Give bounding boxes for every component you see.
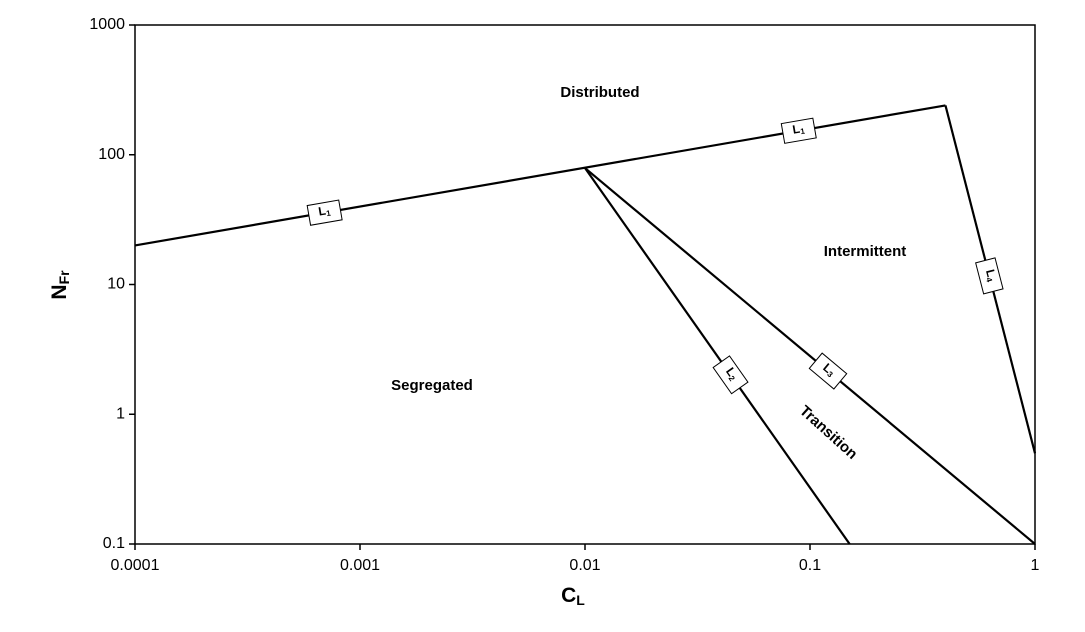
line-label-text: L1 <box>791 121 806 138</box>
y-tick-label: 1 <box>116 405 125 422</box>
x-tick-label: 0.0001 <box>111 557 160 574</box>
y-tick-label: 1000 <box>89 16 125 33</box>
y-tick-label: 100 <box>98 146 125 163</box>
x-tick-label: 1 <box>1031 557 1040 574</box>
x-axis-title: CL <box>561 584 585 608</box>
line-label-box <box>808 352 848 390</box>
line-label: L1 <box>780 117 817 144</box>
region-label: Intermittent <box>824 243 907 260</box>
region-label: Distributed <box>560 84 639 101</box>
line-label-text: L4 <box>982 268 999 284</box>
line-label-box <box>306 199 343 226</box>
region-label: Transition <box>796 402 861 463</box>
line-label-box <box>780 117 817 144</box>
line-label: L3 <box>808 352 848 390</box>
y-axis-title: NFr <box>48 270 72 300</box>
x-tick-label: 0.01 <box>569 557 600 574</box>
y-tick-label: 10 <box>107 276 125 293</box>
line-label-box <box>975 257 1004 295</box>
series-line <box>584 167 851 545</box>
x-tick-label: 0.1 <box>799 557 821 574</box>
x-tick-label: 0.001 <box>340 557 380 574</box>
series-line <box>134 104 946 247</box>
line-label-text: L1 <box>317 203 332 220</box>
y-tick-label: 0.1 <box>103 535 125 552</box>
line-label: L2 <box>712 355 749 395</box>
plot-frame <box>134 24 1036 545</box>
region-label: Segregated <box>391 377 473 394</box>
series-line <box>584 167 1036 545</box>
line-label-box <box>712 355 749 395</box>
line-label: L1 <box>306 199 343 226</box>
line-label: L4 <box>975 257 1004 295</box>
